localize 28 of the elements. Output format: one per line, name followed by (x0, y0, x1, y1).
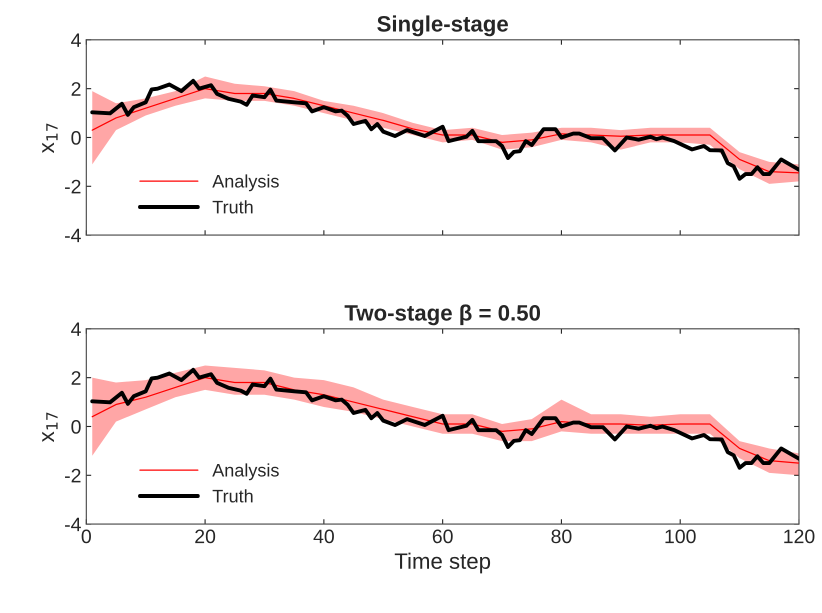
x-tick-label: 100 (665, 529, 696, 544)
line-series (92, 377, 799, 464)
y-tick-label: 4 (71, 34, 81, 47)
y-tick-label: -2 (65, 468, 80, 482)
y-tick-label: 0 (71, 130, 81, 145)
chart-title: Single-stage (377, 15, 508, 36)
y-tick-label: 0 (71, 420, 81, 434)
x-tick-label: 20 (195, 529, 216, 544)
y-tick-label: 4 (71, 322, 81, 336)
y-tick-label: 2 (72, 371, 80, 385)
y-tick-label: -4 (65, 518, 81, 532)
line-series (92, 88, 799, 174)
x-axis-title: Time step (394, 552, 490, 574)
legend-label: Truth (212, 489, 253, 502)
y-tick-label: -4 (65, 228, 81, 242)
x-tick-label: 80 (551, 529, 572, 544)
legend-label: Truth (212, 200, 253, 214)
x-tick-label: 0 (82, 529, 91, 544)
y-axis-title: x$_{17}$ (42, 412, 58, 442)
legend-label: Analysis (212, 174, 279, 192)
x-tick-label: 40 (314, 529, 334, 544)
legend-label: Analysis (212, 463, 279, 480)
chart-title: Two-stage β = 0.50 (344, 304, 540, 326)
x-tick-label: 60 (432, 529, 453, 544)
x-tick-label: 120 (784, 529, 814, 544)
y-axis-title: x$_{17}$ (42, 124, 58, 154)
y-tick-label: -2 (65, 180, 80, 194)
y-tick-label: 2 (72, 82, 80, 96)
